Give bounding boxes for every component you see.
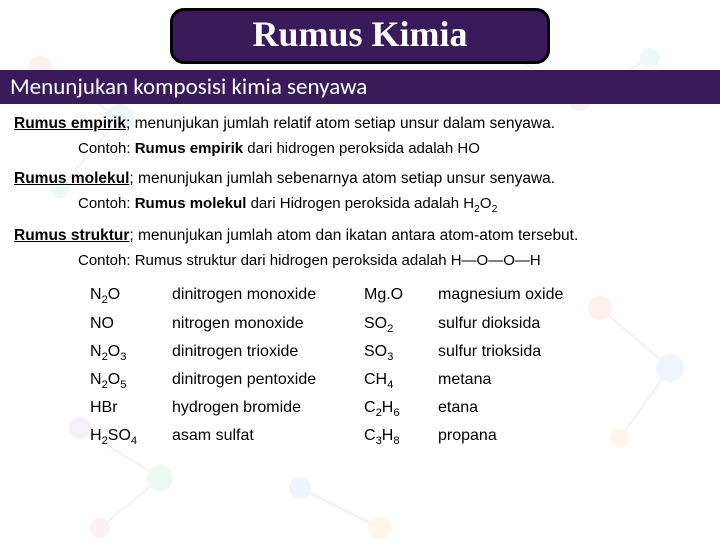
table-row: H2SO4asam sulfatC3H8propana (90, 424, 577, 450)
table-row: HBrhydrogen bromideC2H6etana (90, 396, 577, 422)
compound-formula: Mg.O (364, 283, 436, 309)
compound-name: dinitrogen trioxide (172, 340, 362, 366)
definition-example: Contoh: Rumus molekul dari Hidrogen pero… (78, 194, 706, 216)
page-title: Rumus Kimia (170, 8, 550, 64)
compound-name: hydrogen bromide (172, 396, 362, 422)
compound-formula: SO2 (364, 312, 436, 338)
compound-name: dinitrogen pentoxide (172, 368, 362, 394)
compound-formula: C3H8 (364, 424, 436, 450)
compound-name: asam sulfat (172, 424, 362, 450)
definition-line: Rumus struktur; menunjukan jumlah atom d… (14, 226, 706, 247)
compound-name: sulfur dioksida (438, 312, 577, 338)
compound-name: etana (438, 396, 577, 422)
compound-formula: HBr (90, 396, 170, 422)
compound-name: sulfur trioksida (438, 340, 577, 366)
definition-example: Contoh: Rumus struktur dari hidrogen per… (78, 251, 706, 271)
compound-name: propana (438, 424, 577, 450)
table-row: N2Odinitrogen monoxideMg.Omagnesium oxid… (90, 283, 577, 309)
compound-formula: N2O3 (90, 340, 170, 366)
compound-name: nitrogen monoxide (172, 312, 362, 338)
compound-formula: SO3 (364, 340, 436, 366)
compound-formula: NO (90, 312, 170, 338)
definition-line: Rumus empirik; menunjukan jumlah relatif… (14, 114, 706, 135)
table-row: NOnitrogen monoxideSO2sulfur dioksida (90, 312, 577, 338)
compound-formula: C2H6 (364, 396, 436, 422)
definition-line: Rumus molekul; menunjukan jumlah sebenar… (14, 169, 706, 190)
definitions-section: Rumus empirik; menunjukan jumlah relatif… (0, 104, 720, 271)
compound-formula: CH4 (364, 368, 436, 394)
compound-table: N2Odinitrogen monoxideMg.Omagnesium oxid… (88, 281, 579, 452)
table-row: N2O5dinitrogen pentoxideCH4metana (90, 368, 577, 394)
compound-formula: N2O5 (90, 368, 170, 394)
table-row: N2O3dinitrogen trioxideSO3sulfur trioksi… (90, 340, 577, 366)
definition-example: Contoh: Rumus empirik dari hidrogen pero… (78, 139, 706, 159)
compound-name: dinitrogen monoxide (172, 283, 362, 309)
compound-name: magnesium oxide (438, 283, 577, 309)
subtitle-bar: Menunjukan komposisi kimia senyawa (0, 70, 720, 104)
compound-formula: N2O (90, 283, 170, 309)
compound-name: metana (438, 368, 577, 394)
compound-formula: H2SO4 (90, 424, 170, 450)
